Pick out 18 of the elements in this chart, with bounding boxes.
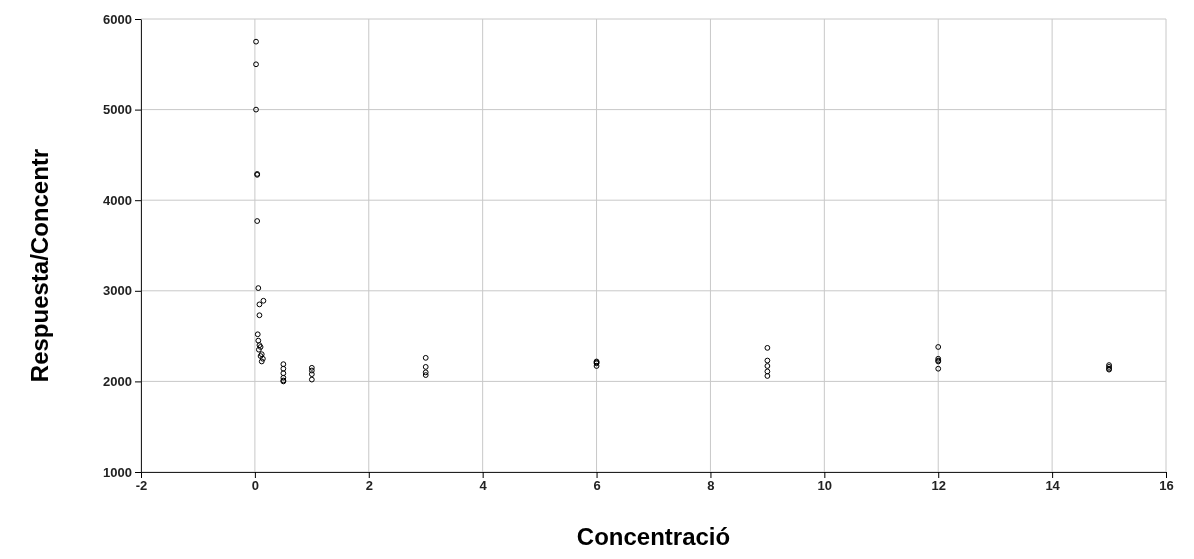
y-tick-label: 2000 [103, 374, 132, 390]
x-tick-label: -2 [135, 478, 148, 494]
x-tick-label: 0 [251, 478, 260, 494]
x-tick-label: 16 [1159, 478, 1174, 494]
x-tick-label: 4 [479, 478, 488, 494]
x-tick-label: 10 [817, 478, 833, 494]
x-tick-label: 2 [365, 478, 373, 494]
x-tick-label: 14 [1045, 478, 1061, 494]
x-tick-label: 8 [707, 478, 715, 494]
y-tick-label: 1000 [103, 464, 132, 480]
y-tick-label: 5000 [103, 102, 132, 118]
x-tick-label: 12 [931, 478, 946, 494]
x-axis-title: Concentració [576, 523, 731, 550]
y-axis-title: Respuesta/Concentr [26, 148, 53, 383]
y-tick-label: 4000 [103, 192, 132, 208]
y-tick-label: 3000 [103, 283, 132, 299]
y-tick-label: 6000 [103, 11, 132, 27]
x-tick-label: 6 [593, 478, 601, 494]
